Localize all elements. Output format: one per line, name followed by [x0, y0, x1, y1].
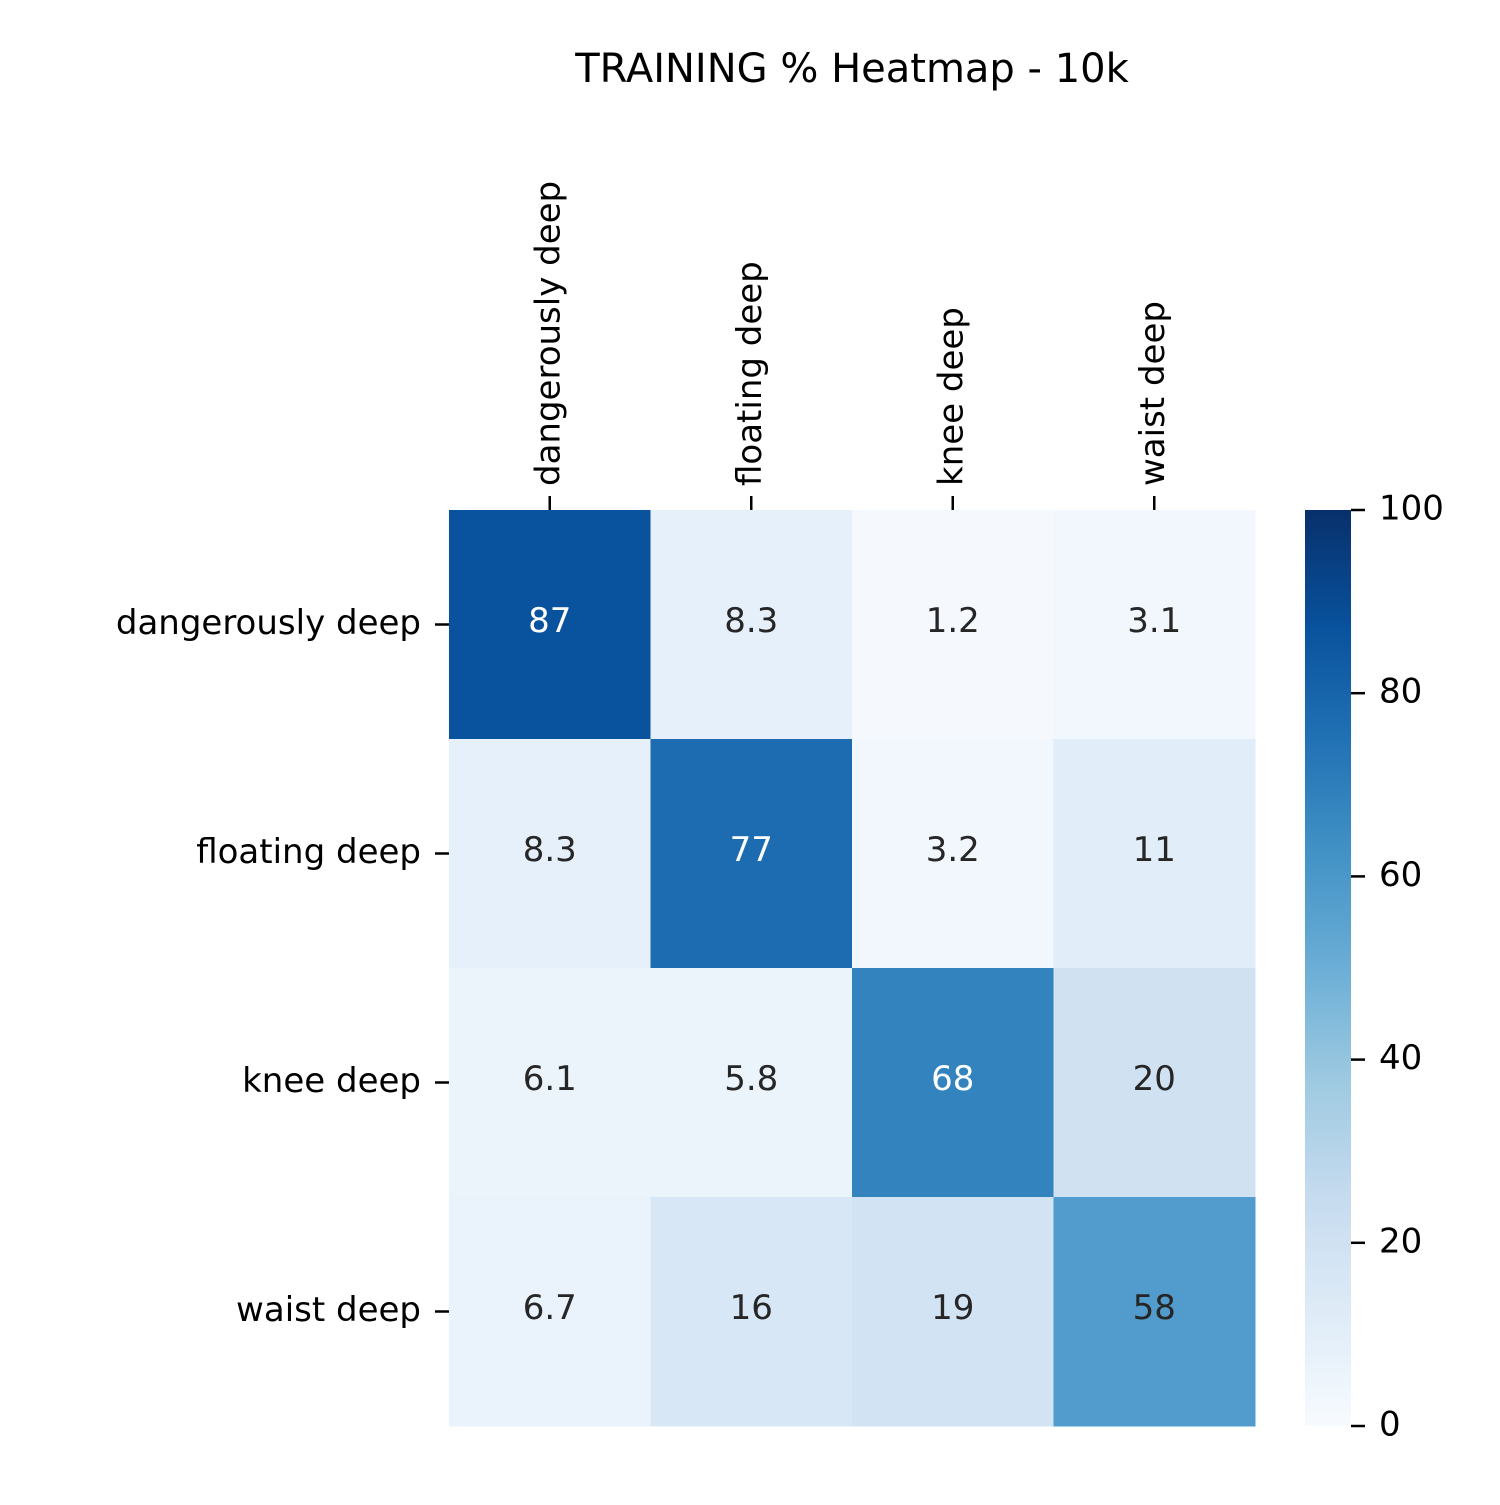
colorbar-tick-label: 100 [1379, 489, 1444, 529]
heatmap-cell [852, 739, 1054, 969]
cell-value-label: 77 [730, 830, 773, 870]
y-tick-label: dangerously deep [116, 603, 421, 643]
x-tick-label: waist deep [1133, 301, 1173, 486]
cell-value-label: 8.3 [523, 830, 577, 870]
cell-value-label: 20 [1133, 1059, 1176, 1099]
cell-value-label: 5.8 [724, 1059, 778, 1099]
cell-value-label: 3.1 [1127, 601, 1181, 641]
colorbar-tick-label: 40 [1379, 1038, 1422, 1078]
x-tick-label: floating deep [730, 261, 770, 486]
cell-value-label: 58 [1133, 1288, 1176, 1328]
heatmap-cell [449, 968, 651, 1198]
y-tick-label: knee deep [242, 1061, 421, 1101]
heatmap-cell [852, 968, 1054, 1198]
heatmap-cell [1053, 1197, 1256, 1427]
heatmap-cell [650, 968, 853, 1198]
colorbar-gradient [1305, 510, 1351, 1426]
colorbar-tick-label: 0 [1379, 1405, 1401, 1445]
heatmap-cell [449, 510, 651, 740]
cell-value-label: 19 [931, 1288, 974, 1328]
colorbar-tick-label: 60 [1379, 855, 1422, 895]
heatmap-cell [650, 510, 853, 740]
y-tick-label: floating deep [196, 832, 421, 872]
cell-value-label: 1.2 [926, 601, 980, 641]
colorbar-tick-label: 80 [1379, 672, 1422, 712]
x-tick-label: dangerously deep [528, 181, 568, 486]
cell-value-label: 8.3 [724, 601, 778, 641]
y-axis-ticks: dangerously deep floating deep knee deep wa… [116, 603, 449, 1330]
cell-value-label: 68 [931, 1059, 974, 1099]
cell-value-label: 16 [730, 1288, 773, 1328]
heatmap-cell [650, 739, 853, 969]
cell-value-label: 11 [1133, 830, 1176, 870]
cell-value-label: 6.7 [523, 1288, 577, 1328]
heatmap-cells: 87 8.3 1.2 3.1 8.3 77 3.2 11 6.1 5.8 68 20 6.7 16 19 58 [449, 510, 1256, 1427]
heatmap-cell [1053, 739, 1256, 969]
x-tick-label: knee deep [931, 307, 971, 486]
heatmap-cell [1053, 510, 1256, 740]
heatmap-cell [449, 739, 651, 969]
colorbar-tick-label: 20 [1379, 1221, 1422, 1261]
heatmap-cell [449, 1197, 651, 1427]
chart-title: TRAINING % Heatmap - 10k [574, 46, 1129, 92]
cell-value-label: 6.1 [523, 1059, 577, 1099]
y-tick-label: waist deep [236, 1290, 421, 1330]
colorbar: 0 20 40 60 80 100 [1305, 489, 1444, 1445]
heatmap-cell [650, 1197, 853, 1427]
heatmap-cell [852, 1197, 1054, 1427]
cell-value-label: 87 [528, 601, 571, 641]
cell-value-label: 3.2 [926, 830, 980, 870]
heatmap-cell [1053, 968, 1256, 1198]
x-axis-ticks: dangerously deep floating deep knee deep wa… [528, 181, 1173, 510]
heatmap-cell [852, 510, 1054, 740]
